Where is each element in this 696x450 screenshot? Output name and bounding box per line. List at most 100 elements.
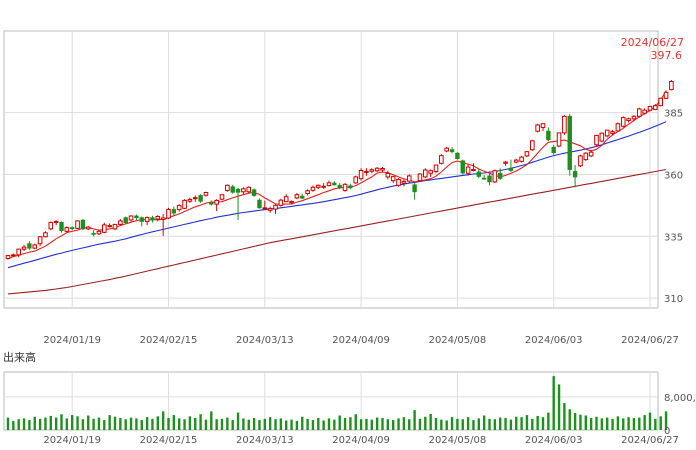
volume-bar: [616, 416, 620, 430]
candle-body-up: [556, 132, 562, 147]
candle-body-up: [524, 151, 530, 157]
candle-body-down: [476, 171, 481, 177]
candle-body-up: [594, 134, 599, 146]
candle-body-down: [487, 175, 492, 183]
candle-body-down: [123, 217, 128, 224]
candle-body-down: [80, 219, 86, 230]
volume-bar: [606, 417, 609, 430]
x-tick-label-volume: 2024/06/03: [525, 435, 583, 446]
volume-bar: [322, 420, 325, 430]
price-tick-label: 335: [664, 232, 683, 243]
price-panel-frame: [3, 30, 659, 309]
x-tick-label-volume: 2024/03/13: [236, 435, 294, 446]
volume-panel-label: 出来高: [3, 350, 36, 364]
volume-bar: [327, 418, 331, 430]
candlestick-layer: [5, 79, 674, 260]
volume-bar: [119, 417, 122, 430]
candle-body-up: [283, 196, 289, 203]
volume-bar: [140, 420, 143, 430]
candle-body-up: [43, 232, 48, 238]
volume-bar: [531, 418, 534, 430]
volume-bar: [418, 418, 422, 430]
volume-bar: [504, 417, 507, 430]
volume-bar: [552, 376, 555, 430]
candle-body-up: [433, 164, 439, 172]
x-tick-label-price: 2024/06/27: [621, 335, 679, 346]
volume-bar: [600, 418, 604, 430]
candle-body-up: [326, 182, 332, 187]
volume-bar: [33, 416, 36, 430]
candle-body-up: [385, 172, 391, 178]
candle-body-up: [5, 255, 11, 260]
volume-bar: [370, 419, 373, 430]
candle-body-up: [540, 123, 546, 128]
moving-average-mid-line: [7, 121, 667, 269]
volume-bar: [392, 420, 395, 430]
volume-bar: [49, 415, 52, 430]
candle-body-down: [91, 232, 96, 235]
volume-bar: [338, 415, 341, 430]
last-value-label: 397.6: [651, 49, 683, 62]
candle-body-up: [653, 105, 658, 110]
candle-body-up: [16, 248, 21, 256]
candle-body-up: [364, 170, 369, 173]
volume-bar: [204, 419, 208, 430]
candle-body-up: [562, 115, 567, 134]
volume-bar: [231, 420, 234, 430]
candle-body-up: [390, 176, 396, 182]
volume-bar: [44, 417, 47, 430]
volume-bar: [450, 417, 454, 430]
volume-bar: [167, 417, 170, 430]
volume-bar: [54, 417, 58, 430]
volume-bar: [408, 419, 411, 430]
volume-bar: [397, 418, 400, 430]
candle-body-up: [396, 178, 401, 186]
candle-body-up: [96, 230, 102, 235]
x-tick-label-price: 2024/05/08: [429, 335, 487, 346]
moving-average-layer: [7, 91, 667, 295]
volume-bar: [301, 416, 304, 430]
candle-body-down: [134, 215, 139, 219]
volume-bar: [424, 416, 427, 430]
volume-bar: [349, 417, 352, 430]
price-tick-label: 385: [664, 109, 683, 120]
volume-bar: [274, 419, 277, 430]
volume-bar: [236, 412, 240, 430]
volume-bar: [515, 416, 518, 430]
candle-body-down: [150, 217, 155, 221]
volume-bar: [38, 418, 42, 430]
candle-body-down: [348, 185, 353, 189]
volume-bar: [242, 418, 245, 430]
volume-bar: [482, 415, 486, 430]
candle-body-up: [374, 167, 380, 172]
volume-bar: [6, 417, 10, 430]
volume-bar: [161, 411, 165, 430]
volume-bar: [622, 418, 625, 430]
candle-body-down: [59, 222, 64, 231]
price-tick-label: 360: [664, 170, 683, 181]
candle-body-up: [578, 155, 583, 167]
x-tick-label-price: 2024/03/13: [236, 335, 294, 346]
x-tick-label-volume: 2024/01/19: [43, 435, 101, 446]
moving-average-short-line: [7, 91, 667, 260]
candle-body-down: [300, 195, 305, 199]
volume-bar: [124, 419, 127, 430]
candle-body-up: [663, 91, 669, 99]
volume-bar: [429, 413, 432, 430]
candle-body-up: [203, 192, 209, 196]
volume-bar: [573, 413, 577, 430]
volume-bar: [343, 417, 347, 430]
candle-body-up: [406, 175, 412, 182]
volume-bar: [568, 409, 571, 430]
volume-bar: [92, 418, 95, 430]
candle-body-up: [118, 220, 123, 225]
candle-body-down: [171, 209, 177, 214]
candle-body-down: [508, 167, 514, 171]
volume-bar: [579, 414, 582, 430]
candle-body-up: [439, 155, 444, 164]
candle-body-up: [637, 108, 642, 117]
volume-bar: [210, 411, 213, 430]
candle-body-up: [380, 168, 385, 171]
volume-bar: [199, 414, 202, 430]
volume-bar: [493, 419, 497, 430]
